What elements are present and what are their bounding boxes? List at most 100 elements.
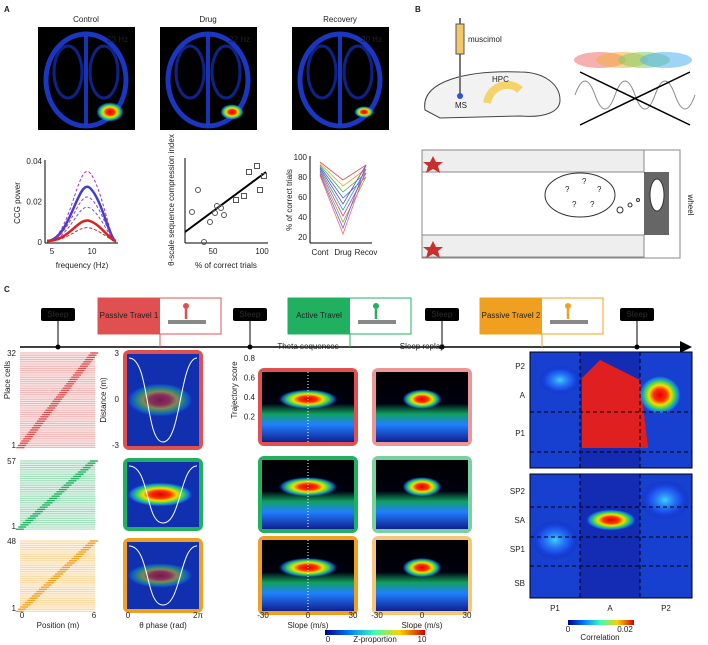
brain-lobe — [306, 44, 338, 100]
travel-label: Active Travel — [296, 311, 342, 320]
row-label: P1 — [515, 429, 525, 438]
wheel-label: wheel — [686, 194, 695, 216]
y-axis-label: Trajectory score — [230, 361, 239, 419]
scatter-point — [221, 212, 227, 218]
x-tick-label: 5 — [50, 247, 55, 256]
y-tick-label: 0.4 — [244, 393, 256, 402]
track-arm — [421, 149, 645, 173]
hotspot — [354, 106, 374, 118]
thought-bubble — [616, 206, 624, 214]
distance-band — [126, 562, 194, 589]
x-axis-label: % of correct trials — [195, 261, 257, 270]
panel-label: A — [4, 5, 10, 14]
thought-bubble — [627, 202, 633, 208]
sleep-label: Sleep — [47, 310, 68, 319]
trajectory-peak — [402, 557, 442, 578]
colorbar — [568, 620, 634, 625]
travel-title-box — [480, 298, 542, 334]
drug-label: muscimol — [468, 35, 502, 44]
scatter-point — [254, 163, 260, 169]
y-tick-label: 3 — [115, 349, 120, 358]
colorbar-tick: 10 — [418, 635, 427, 644]
row-label: SP1 — [510, 545, 526, 554]
x-axis-label: Position (m) — [37, 621, 80, 630]
column-title: Theta sequences — [277, 342, 338, 351]
condition-label: Recovery — [323, 15, 357, 24]
syringe-barrel — [455, 23, 465, 55]
x-tick-label: 30 — [349, 611, 358, 620]
brain-lobe — [88, 44, 120, 100]
scatter-point — [241, 193, 247, 199]
row-label: SA — [514, 516, 525, 525]
x-tick-label: 2π — [193, 611, 203, 620]
x-tick-label: 0 — [20, 611, 25, 620]
y-tick-label: 48 — [7, 537, 16, 546]
scatter-point — [257, 187, 263, 193]
performance-line — [319, 166, 367, 199]
cart — [550, 320, 588, 324]
x-axis-label: frequency (Hz) — [56, 261, 109, 270]
timeline-arrow — [680, 341, 692, 353]
correlation-hot — [585, 509, 637, 531]
person-head — [565, 303, 571, 309]
hotspot — [220, 104, 244, 120]
cross — [579, 71, 691, 126]
y-tick-label: 20 — [298, 233, 307, 242]
correlation-hot — [582, 360, 648, 448]
y-tick-label: 1 — [12, 441, 17, 450]
row-label: SB — [514, 579, 525, 588]
y-tick-label: 0.04 — [26, 157, 42, 166]
brain-outline — [297, 31, 383, 129]
panel-label: B — [415, 5, 421, 14]
y-tick-label: 100 — [294, 153, 308, 162]
row-label: A — [520, 391, 526, 400]
y-tick-label: 32 — [7, 349, 16, 358]
y-tick-label: 40 — [298, 213, 307, 222]
cosine — [128, 465, 198, 524]
regression-line — [184, 171, 267, 233]
trajectory-peak — [402, 476, 442, 497]
event-dot — [247, 344, 253, 350]
y-axis-label: CCG power — [13, 182, 22, 224]
person-head — [183, 303, 189, 309]
y-axis-label: Place cells — [3, 361, 12, 399]
scatter-point — [201, 239, 207, 245]
frequency-label: 22 Hz — [229, 35, 250, 44]
correlation-hot — [638, 375, 682, 415]
region-label: MS — [455, 101, 467, 110]
trajectory-peak — [402, 389, 442, 410]
question-mark: ? — [582, 177, 587, 186]
region-label: HPC — [492, 75, 509, 84]
frequency-label: 20 Hz — [361, 35, 382, 44]
thought-bubble — [636, 198, 640, 202]
y-tick-label: 0 — [115, 395, 120, 404]
row-label: P2 — [515, 362, 525, 371]
x-tick-label: 0 — [420, 611, 425, 620]
y-axis-label: θ-scale sequence compression index — [167, 134, 176, 266]
brain-outline — [165, 31, 251, 129]
performance-line — [319, 168, 367, 211]
col-label: A — [607, 604, 613, 613]
brain-lobe — [342, 44, 374, 100]
question-mark: ? — [590, 200, 595, 209]
brain-outline — [43, 31, 129, 129]
condition-label: Drug — [199, 15, 216, 24]
x-tick-label: 50 — [209, 247, 218, 256]
column-title: Sleep replay — [400, 342, 444, 351]
cart — [168, 320, 206, 324]
correlation-map-tint — [580, 474, 640, 598]
frequency-label: 23 Hz — [107, 35, 128, 44]
event-dot — [634, 344, 640, 350]
ccg-curve — [46, 196, 117, 242]
col-label: P2 — [661, 604, 671, 613]
y-tick-label: 0 — [38, 238, 43, 247]
y-tick-label: 0.8 — [244, 354, 256, 363]
sleep-label: Sleep — [431, 310, 452, 319]
y-tick-label: 1 — [12, 604, 17, 613]
trajectory-peak — [278, 476, 338, 497]
track-arm — [421, 234, 645, 258]
performance-line — [319, 163, 367, 187]
scatter-point — [195, 187, 201, 193]
x-tick-label: -30 — [257, 611, 269, 620]
